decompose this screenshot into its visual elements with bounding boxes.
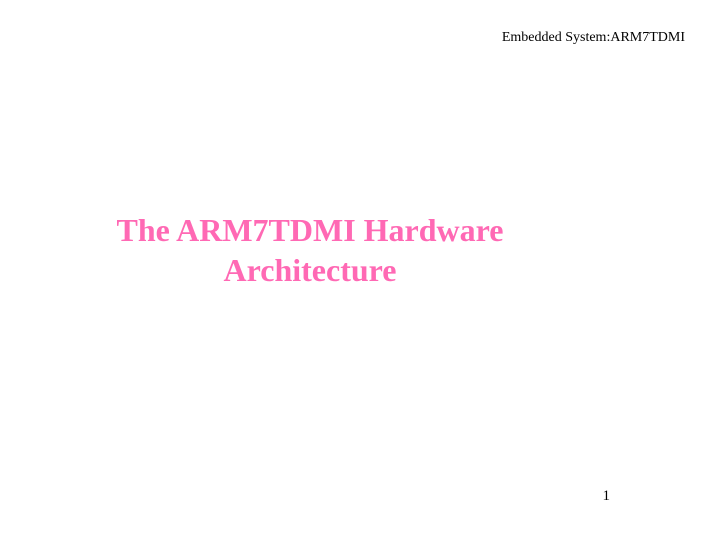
title-line-2: Architecture: [224, 252, 397, 288]
slide-title: The ARM7TDMI Hardware Architecture: [0, 210, 620, 290]
header-text: Embedded System:ARM7TDMI: [502, 30, 685, 46]
title-line-1: The ARM7TDMI Hardware: [117, 212, 504, 248]
page-number: 1: [603, 488, 611, 505]
